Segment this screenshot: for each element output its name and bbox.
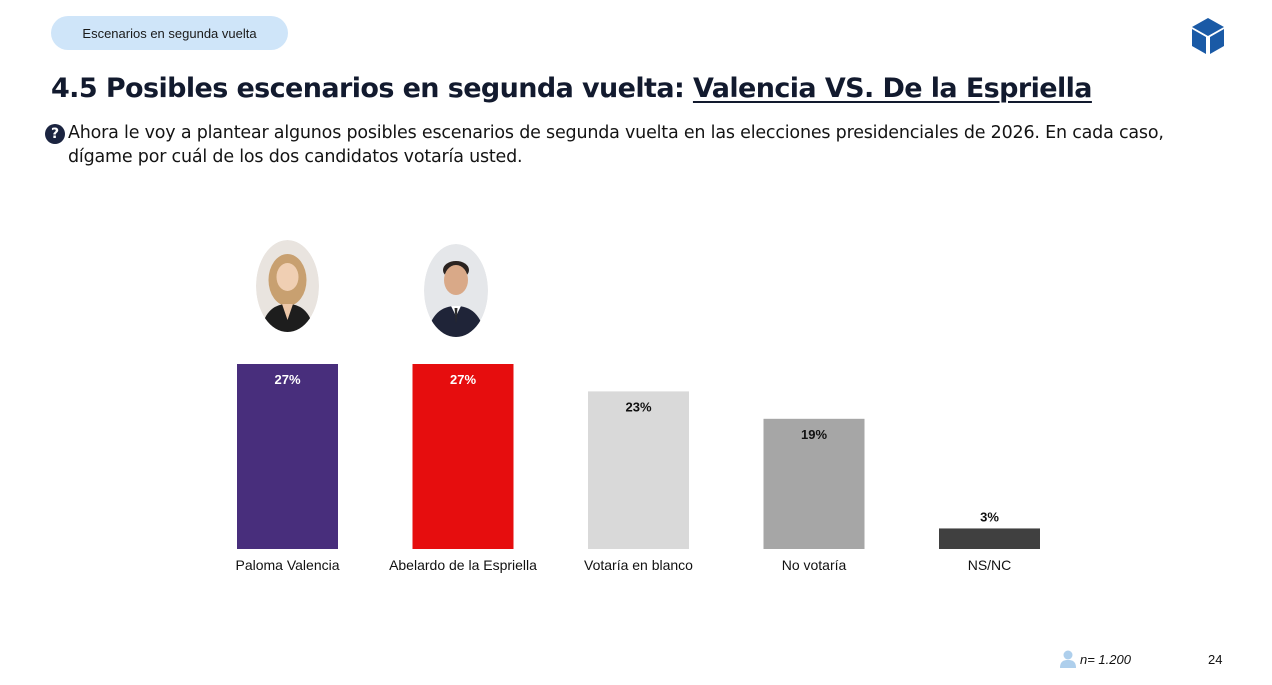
cube-icon: [1192, 18, 1224, 54]
question-text: Ahora le voy a plantear algunos posibles…: [68, 123, 1164, 167]
data-label-3: 19%: [801, 427, 827, 442]
category-label-4: NS/NC: [968, 557, 1012, 573]
bar-group-1: 27% Abelardo de la Espriella: [389, 364, 537, 573]
section-pill: Escenarios en segunda vuelta: [51, 16, 288, 50]
candidate-portrait-valencia: [256, 240, 319, 332]
survey-question: ? Ahora le voy a plantear algunos posibl…: [45, 121, 1195, 169]
bar-group-3: 19% No votaría: [763, 418, 865, 573]
bar-group-2: 23% Votaría en blanco: [584, 391, 693, 573]
data-label-2: 23%: [625, 399, 651, 414]
data-label-0: 27%: [274, 372, 300, 387]
bar-2: [588, 391, 689, 549]
sample-size-label: n= 1.200: [1080, 651, 1131, 667]
question-mark-icon: ?: [45, 124, 65, 144]
candidate-portrait-espriella: [424, 244, 488, 337]
category-label-0: Paloma Valencia: [235, 557, 339, 573]
bar-3: [763, 418, 865, 549]
category-label-2: Votaría en blanco: [584, 557, 693, 573]
section-pill-label: Escenarios en segunda vuelta: [82, 25, 257, 41]
page-number: 24: [1208, 652, 1223, 667]
category-label-1: Abelardo de la Espriella: [389, 557, 537, 573]
data-label-4: 3%: [980, 509, 999, 524]
title-prefix: 4.5 Posibles escenarios en segunda vuelt…: [51, 73, 693, 104]
sample-size: n= 1.200: [1060, 650, 1131, 668]
bar-0: [237, 364, 338, 549]
page-title: 4.5 Posibles escenarios en segunda vuelt…: [51, 73, 1093, 104]
title-highlight: Valencia VS. De la Espriella: [692, 73, 1093, 104]
category-label-3: No votaría: [782, 557, 847, 573]
person-icon: [1060, 650, 1076, 668]
bar-4: [939, 528, 1040, 549]
bar-group-4: 3% NS/NC: [939, 509, 1040, 573]
bar-1: [412, 364, 514, 549]
bar-group-0: 27% Paloma Valencia: [235, 364, 340, 573]
data-label-1: 27%: [450, 372, 476, 387]
